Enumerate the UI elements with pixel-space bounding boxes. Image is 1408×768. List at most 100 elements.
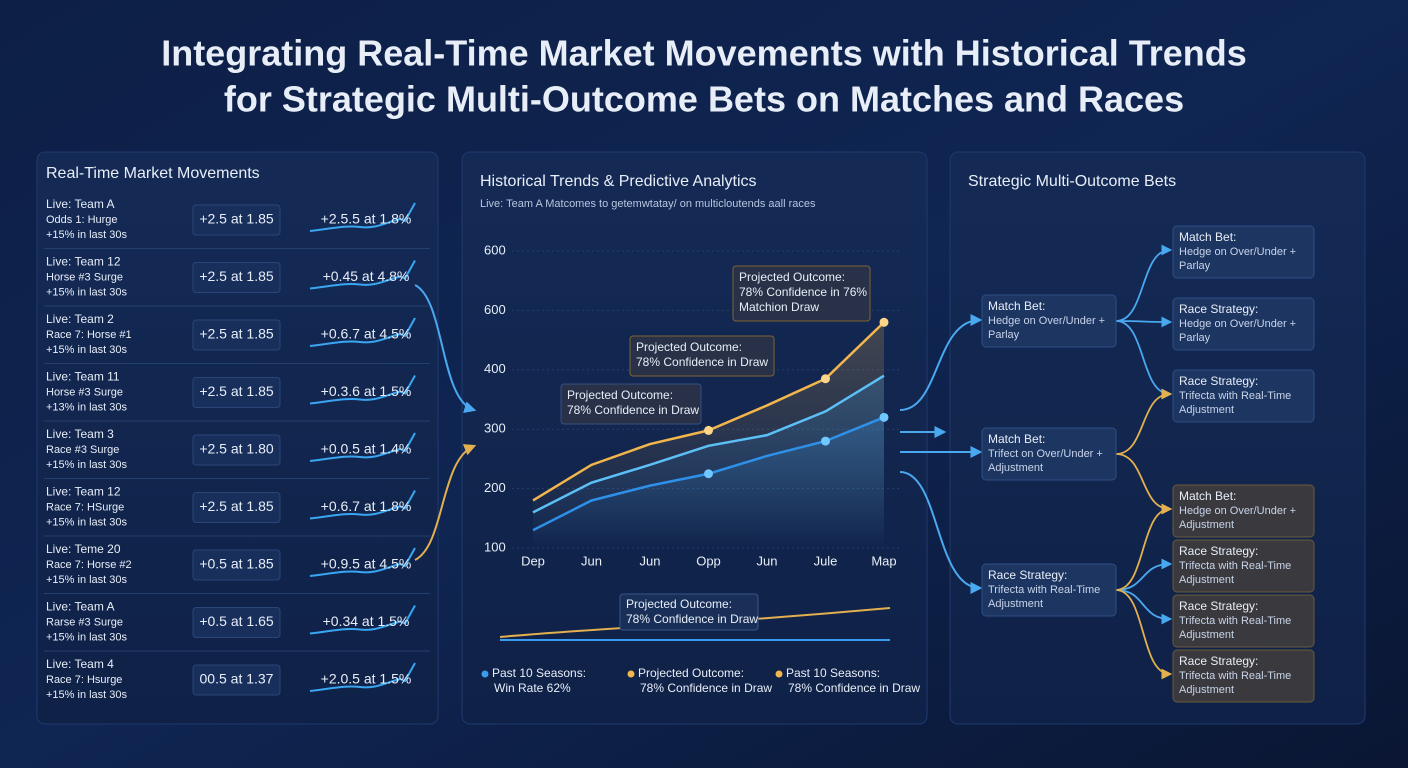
row-label: Live: Team 12 (46, 485, 121, 499)
bet-node-text: Trifecta with Real-Time (1179, 670, 1291, 682)
series-area (533, 417, 884, 548)
annotation-box (629, 335, 775, 377)
sparkline (309, 605, 416, 635)
odds-box (192, 262, 281, 293)
odds-value: +0.5 at 1.65 (199, 613, 274, 629)
bet-node-text: Adjustment (1179, 519, 1234, 531)
row-detail: +15% in last 30s (46, 689, 128, 701)
row-detail: Race 7: HSurge (46, 501, 124, 513)
bet-node-text: Trifecta with Real-Time (1179, 390, 1291, 402)
page-title: for Strategic Multi-Outcome Bets on Matc… (224, 79, 1184, 120)
y-tick-label: 400 (484, 361, 506, 376)
odds-value: +2.5 at 1.80 (199, 441, 274, 457)
odds-value: +0.5 at 1.85 (199, 556, 274, 572)
legend-text: 78% Confidence in Draw (640, 681, 772, 695)
row-detail: Race 7: Horse #2 (46, 559, 132, 571)
row-label: Live: Team 4 (46, 657, 114, 671)
sparkline (309, 260, 416, 290)
odds-box (192, 549, 281, 581)
annotation-text: Matchion Draw (739, 300, 819, 314)
bet-node (981, 427, 1117, 481)
bet-node-title: Match Bet: (988, 299, 1045, 313)
sparkline (309, 202, 416, 232)
data-point (704, 469, 713, 479)
bet-node (1172, 649, 1315, 703)
sparkline (309, 375, 416, 405)
movement-value: +0.6.7 at 4.5% (321, 326, 412, 342)
x-tick-label: Dep (521, 553, 545, 568)
connector (1115, 388, 1173, 455)
odds-box (192, 664, 281, 696)
bet-node-text: Trifecta with Real-Time (988, 584, 1100, 596)
panel-title: Historical Trends & Predictive Analytics (480, 173, 757, 190)
bet-node-text: Adjustment (1179, 684, 1234, 696)
movement-value: +0.9.5 at 4.5% (321, 556, 412, 572)
x-tick-label: Opp (696, 553, 721, 568)
x-tick-label: Jun (581, 553, 602, 568)
data-point (704, 425, 713, 435)
row-detail: +15% in last 30s (46, 516, 128, 528)
row-detail: Race 7: Horse #1 (46, 329, 132, 341)
connector (1115, 244, 1173, 322)
bet-node-text: Trifecta with Real-Time (1179, 560, 1291, 572)
connector (899, 314, 983, 411)
bet-node-text: Parlay (1179, 332, 1211, 344)
row-detail: Race #3 Surge (46, 444, 119, 456)
movement-value: +0.0.5 at 1.4% (321, 441, 412, 457)
bet-node-text: Hedge on Over/Under + (1179, 318, 1296, 330)
annotation-text: 78% Confidence in Draw (626, 612, 758, 626)
bet-node-text: Hedge on Over/Under + (1179, 246, 1296, 258)
odds-box (192, 492, 281, 523)
connector (414, 444, 477, 561)
bet-node-title: Race Strategy: (988, 568, 1067, 582)
movement-value: +2.5.5 at 1.8% (321, 211, 412, 227)
odds-value: 00.5 at 1.37 (200, 671, 274, 687)
sparkline (309, 662, 416, 692)
row-label: Live: Team 12 (46, 255, 121, 269)
sparkline (309, 432, 416, 462)
annotation-box (560, 383, 702, 425)
legend-swatch (775, 670, 783, 678)
annotation-box (619, 593, 759, 631)
legend-text: Past 10 Seasons: (786, 666, 880, 680)
page-title: Integrating Real-Time Market Movements w… (161, 33, 1247, 74)
row-detail: +15% in last 30s (46, 344, 128, 356)
annotation-text: Projected Outcome: (636, 340, 742, 354)
annotation-text: Projected Outcome: (739, 270, 845, 284)
connector (1115, 558, 1173, 591)
bet-node-text: Adjustment (988, 598, 1043, 610)
odds-value: +2.5 at 1.85 (199, 498, 274, 514)
row-detail: +15% in last 30s (46, 459, 128, 471)
data-point (821, 374, 830, 384)
odds-value: +2.5 at 1.85 (199, 211, 274, 227)
connector (1115, 589, 1173, 625)
data-point (879, 412, 889, 422)
y-tick-label: 100 (484, 539, 506, 554)
bet-node (1172, 369, 1315, 423)
connector (1115, 503, 1173, 591)
row-label: Live: Team 3 (46, 427, 114, 441)
connector (1115, 316, 1173, 328)
bet-node-text: Adjustment (988, 462, 1043, 474)
bet-node-title: Match Bet: (1179, 489, 1236, 503)
row-label: Live: Team 2 (46, 312, 114, 326)
annotation-text: 78% Confidence in 76% (739, 285, 867, 299)
annotation-text: Projected Outcome: (626, 597, 732, 611)
sparkline (309, 317, 416, 347)
series-line (532, 374, 885, 514)
movement-value: +0.6.7 at 1.8% (321, 498, 412, 514)
data-point (821, 436, 830, 446)
movement-value: +2.0.5 at 1.5% (321, 671, 412, 687)
legend-swatch (627, 670, 635, 678)
bet-node-text: Parlay (988, 329, 1020, 341)
data-point (879, 317, 889, 327)
odds-box (192, 204, 281, 236)
bet-node (1172, 484, 1315, 538)
bet-node-title: Match Bet: (988, 432, 1045, 446)
bet-node-title: Race Strategy: (1179, 302, 1258, 316)
bet-node-text: Adjustment (1179, 574, 1234, 586)
bet-node-title: Match Bet: (1179, 230, 1236, 244)
bet-node-title: Race Strategy: (1179, 544, 1258, 558)
